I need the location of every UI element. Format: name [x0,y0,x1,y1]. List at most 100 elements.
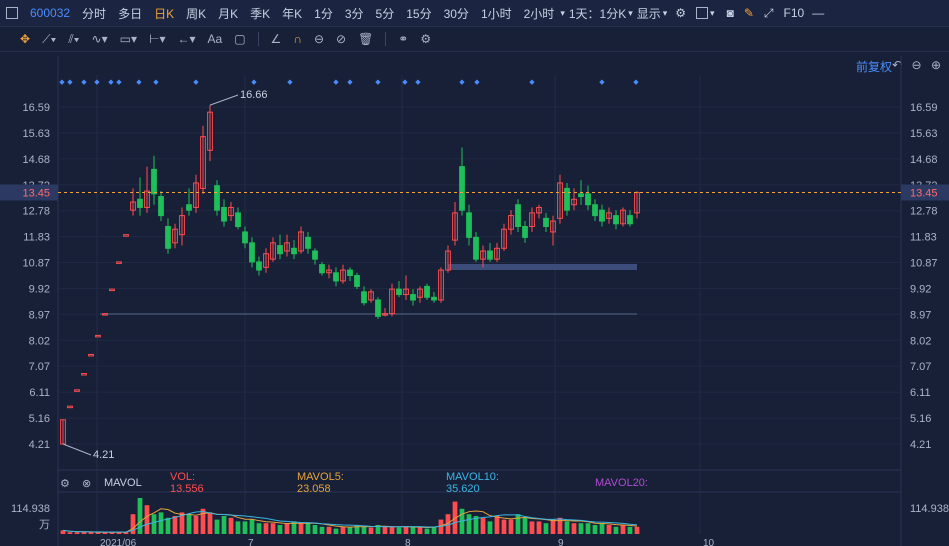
comment-icon[interactable]: ▢ [234,32,246,46]
low-marker-line [62,443,92,456]
volume-bar [305,523,311,534]
volume-bar [312,525,318,534]
expand-icon[interactable]: ⤢ [763,5,774,20]
price-axis-right-label: 11.83 [910,232,937,244]
price-axis-left-label: 8.97 [29,309,50,321]
candle-body [606,212,612,219]
candle-body [361,291,367,304]
candle-body [67,405,73,409]
chevron-down-icon[interactable]: ▾ [662,7,668,18]
price-axis-right-label: 15.63 [910,128,938,140]
volume-bar [144,505,150,534]
tab-period-7[interactable]: 1分 [314,6,333,21]
settings-icon[interactable]: ⚙ [60,477,70,490]
line-tool-icon[interactable]: ⟋▾ [42,31,57,46]
adjust-mode-button[interactable]: 前复权 [855,60,892,74]
volume-bar [578,523,584,534]
legend-vol: VOL: 13.556 [170,471,204,495]
event-marker-icon: ◆ [633,79,639,86]
lock-icon[interactable]: ⊖ [313,32,324,46]
camera-icon[interactable]: ◙ [726,6,734,20]
candle-body [207,111,213,151]
rect-tool-icon[interactable]: ▭▾ [119,32,137,46]
settings-icon[interactable]: ⚙ [420,32,432,46]
tab-period-12[interactable]: 1小时 [480,6,512,21]
chevron-down-icon[interactable]: ▾ [628,7,633,18]
volume-bar [165,517,171,534]
tab-period-6[interactable]: 年K [282,6,303,21]
volume-bar [564,521,570,534]
candle-body [578,193,584,198]
x-tick-label: 2021/06 [100,538,137,546]
tab-period-8[interactable]: 3分 [344,6,364,21]
price-axis-right-label: 6.11 [910,387,931,399]
volume-bar [291,521,297,534]
minus-circle-icon[interactable]: ⊖ [911,58,922,72]
tab-period-2[interactable]: 日K [154,6,175,21]
mavol-line [62,510,638,533]
price-axis-right-label: 7.07 [910,361,931,373]
volume-bar [396,527,402,534]
volume-bar [494,516,500,534]
candle-body [333,272,339,282]
minus-icon[interactable]: — [812,6,825,20]
volume-bar [529,521,535,534]
chevron-down-icon[interactable]: ▾ [710,7,715,18]
gear-icon[interactable]: ⚙ [675,6,687,20]
volume-unit-label: 万 [39,519,50,531]
tab-period-3[interactable]: 周K [186,6,207,21]
candle-body [144,190,150,208]
checkbox-icon[interactable] [696,7,709,19]
sidebar-toggle-icon[interactable] [6,7,18,19]
event-marker-icon: ◆ [81,79,87,86]
period-dropdown[interactable]: 1天：1分K [568,6,627,21]
candle-body [571,198,577,206]
volume-bar [186,514,192,534]
text-tool[interactable]: Aa [207,32,223,46]
volume-bar [172,516,178,534]
stock-code[interactable]: 600032 [30,6,71,20]
tab-period-13[interactable]: 2小时 [523,6,555,21]
event-marker-icon: ◆ [333,79,339,86]
volume-bar [375,525,381,534]
trash-icon[interactable]: 🗑 [358,32,374,46]
plus-circle-icon[interactable]: ⊕ [930,58,941,72]
link-icon[interactable]: ⚭ [398,32,409,46]
tab-period-5[interactable]: 季K [250,6,271,21]
ruler-icon[interactable]: ∠ [270,32,282,46]
tab-period-4[interactable]: 月K [218,6,239,21]
price-axis-right-label: 10.87 [910,258,938,270]
tab-period-0[interactable]: 分时 [82,6,107,21]
candle-body [417,288,423,298]
price-axis-right-label: 14.68 [910,154,938,166]
price-axis-left-label: 11.83 [23,232,50,244]
range-tool-icon[interactable]: ⊢▾ [149,32,166,46]
tab-period-1[interactable]: 多日 [118,6,143,21]
magnet-icon[interactable]: ∩ [293,32,302,46]
volume-bar [424,528,430,534]
pencil-icon[interactable]: ✎ [743,6,754,20]
wave-tool-icon[interactable]: ∿▾ [91,32,108,46]
price-axis-right-label: 4.21 [910,439,931,451]
volume-bar [417,527,423,534]
volume-bar [200,508,206,534]
arrow-tool-icon[interactable]: ←▾ [177,32,196,46]
volume-bar [480,517,486,534]
close-icon[interactable]: ⊗ [82,477,92,490]
volume-bar [473,516,479,534]
tab-period-9[interactable]: 5分 [375,6,395,21]
drawing-toolbar: ✥ ⟋▾ ⫽▾ ∿▾ ▭▾ ⊢▾ ←▾ Aa ▢ ∠ ∩ ⊖ ⊘ 🗑 ⚭ ⚙ [0,27,949,52]
hide-icon[interactable]: ⊘ [336,32,347,46]
volume-bar [270,523,276,534]
f10-button[interactable]: F10 [783,6,805,20]
channel-tool-icon[interactable]: ⫽▾ [68,31,80,46]
undo-icon[interactable]: ↶ [892,58,903,72]
volume-bar [263,523,269,534]
tab-period-11[interactable]: 30分 [443,6,469,21]
candle-body [627,215,633,225]
tab-period-10[interactable]: 15分 [406,6,432,21]
crosshair-icon[interactable]: ✥ [20,32,31,46]
display-menu[interactable]: 显示 [636,6,661,21]
chevron-down-icon[interactable]: ▾ [560,7,565,18]
